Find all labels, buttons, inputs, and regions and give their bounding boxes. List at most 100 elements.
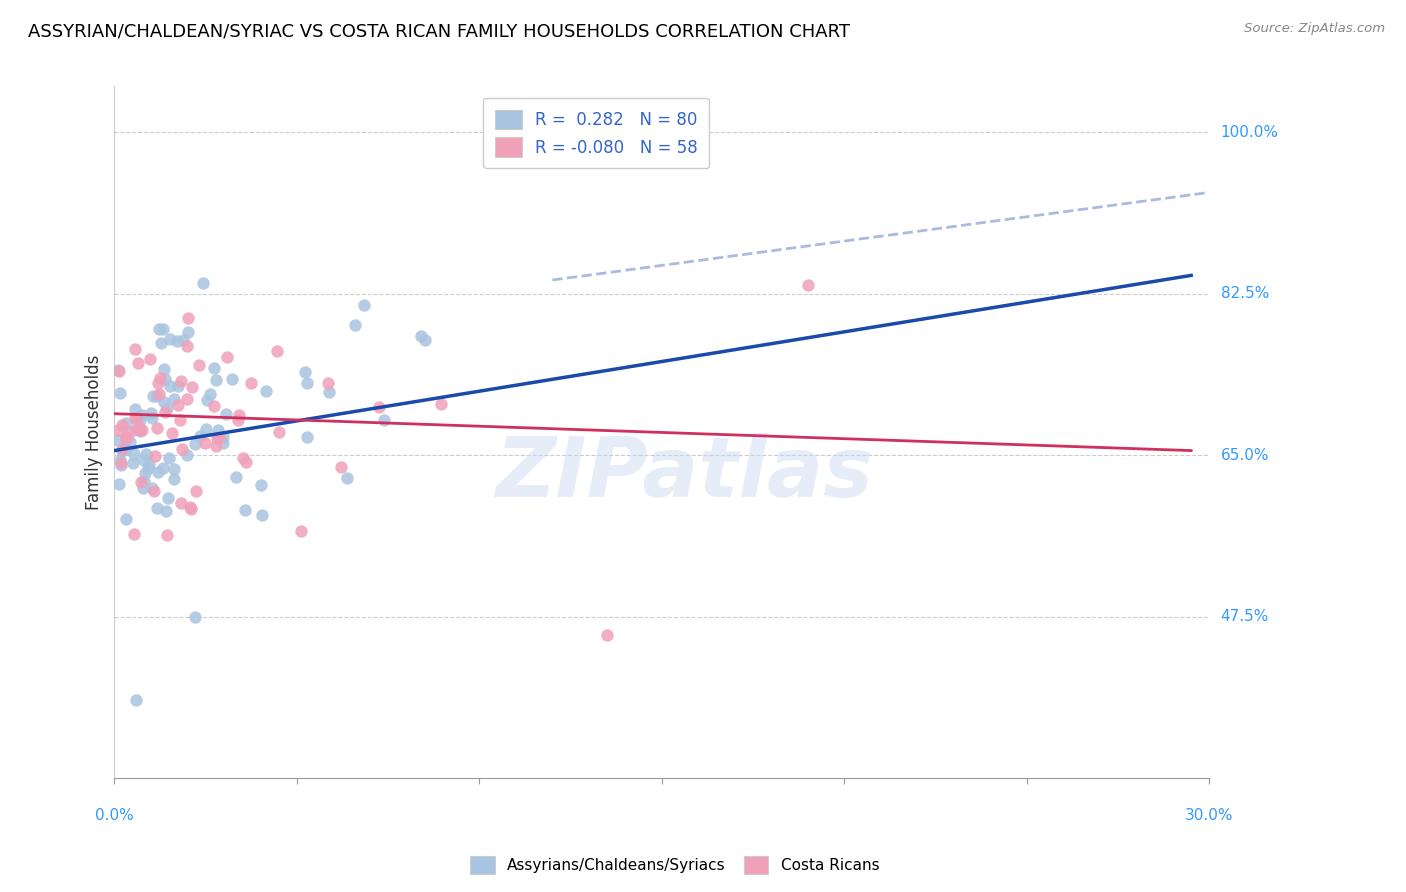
Point — [177, 325, 200, 339]
Point — [153, 372, 176, 386]
Point — [205, 439, 228, 453]
Point — [169, 496, 191, 510]
Point — [198, 387, 221, 401]
Point — [155, 401, 177, 416]
Point — [132, 475, 155, 489]
Point — [215, 350, 238, 364]
Point — [129, 424, 152, 438]
Point — [169, 374, 191, 388]
Point — [318, 385, 340, 400]
Point — [202, 360, 225, 375]
Point — [297, 430, 319, 444]
Point — [134, 466, 156, 480]
Point — [128, 423, 150, 437]
Point — [205, 431, 228, 445]
Point — [235, 455, 257, 469]
Point — [160, 425, 183, 440]
Point — [176, 339, 198, 353]
Point — [111, 442, 134, 457]
Point — [190, 429, 212, 443]
Point — [128, 413, 150, 427]
Point — [232, 450, 254, 465]
Point — [184, 437, 207, 451]
Point — [181, 380, 204, 394]
Point — [148, 321, 170, 335]
Point — [131, 423, 153, 437]
Point — [115, 429, 138, 443]
Point — [180, 502, 202, 516]
Text: ZIPatlas: ZIPatlas — [495, 434, 873, 514]
Point — [290, 524, 312, 538]
Point — [163, 472, 186, 486]
Point — [233, 503, 256, 517]
Point — [146, 389, 169, 403]
Point — [163, 392, 186, 406]
Point — [138, 352, 160, 367]
Point — [212, 430, 235, 444]
Point — [159, 378, 181, 392]
Point — [124, 410, 146, 425]
Text: 0.0%: 0.0% — [96, 808, 134, 823]
Point — [125, 422, 148, 436]
Point — [153, 395, 176, 409]
Point — [125, 411, 148, 425]
Point — [166, 334, 188, 348]
Point — [205, 373, 228, 387]
Point — [122, 447, 145, 461]
Text: 30.0%: 30.0% — [1185, 808, 1233, 823]
Text: ASSYRIAN/CHALDEAN/SYRIAC VS COSTA RICAN FAMILY HOUSEHOLDS CORRELATION CHART: ASSYRIAN/CHALDEAN/SYRIAC VS COSTA RICAN … — [28, 22, 851, 40]
Point — [240, 376, 263, 390]
Text: Source: ZipAtlas.com: Source: ZipAtlas.com — [1244, 22, 1385, 36]
Point — [176, 392, 198, 406]
Point — [124, 342, 146, 356]
Y-axis label: Family Households: Family Households — [86, 354, 103, 510]
Point — [107, 433, 129, 447]
Point — [184, 484, 207, 499]
Point — [115, 512, 138, 526]
Point — [336, 471, 359, 485]
Point — [797, 277, 820, 292]
Point — [225, 470, 247, 484]
Point — [156, 491, 179, 505]
Point — [353, 297, 375, 311]
Point — [269, 425, 291, 439]
Point — [143, 449, 166, 463]
Point — [170, 442, 193, 456]
Point — [152, 361, 174, 376]
Point — [108, 386, 131, 401]
Point — [125, 692, 148, 706]
Point — [156, 528, 179, 542]
Point — [316, 376, 339, 391]
Point — [138, 457, 160, 471]
Point — [195, 392, 218, 407]
Point — [155, 405, 177, 419]
Point — [149, 370, 172, 384]
Point — [330, 460, 353, 475]
Point — [111, 417, 134, 432]
Text: 82.5%: 82.5% — [1220, 286, 1268, 301]
Point — [152, 460, 174, 475]
Point — [120, 435, 142, 450]
Point — [295, 376, 318, 390]
Point — [146, 501, 169, 516]
Point — [159, 333, 181, 347]
Point — [430, 397, 453, 411]
Point — [373, 413, 395, 427]
Point — [409, 329, 432, 343]
Point — [141, 411, 163, 425]
Point — [157, 451, 180, 466]
Point — [128, 420, 150, 434]
Point — [148, 387, 170, 401]
Point — [344, 318, 367, 333]
Point — [228, 409, 250, 423]
Point — [176, 448, 198, 462]
Point — [114, 416, 136, 430]
Point — [596, 628, 619, 642]
Text: 47.5%: 47.5% — [1220, 609, 1268, 624]
Point — [413, 333, 436, 347]
Point — [136, 461, 159, 475]
Point — [107, 363, 129, 377]
Point — [169, 413, 191, 427]
Point — [110, 458, 132, 472]
Point — [131, 408, 153, 422]
